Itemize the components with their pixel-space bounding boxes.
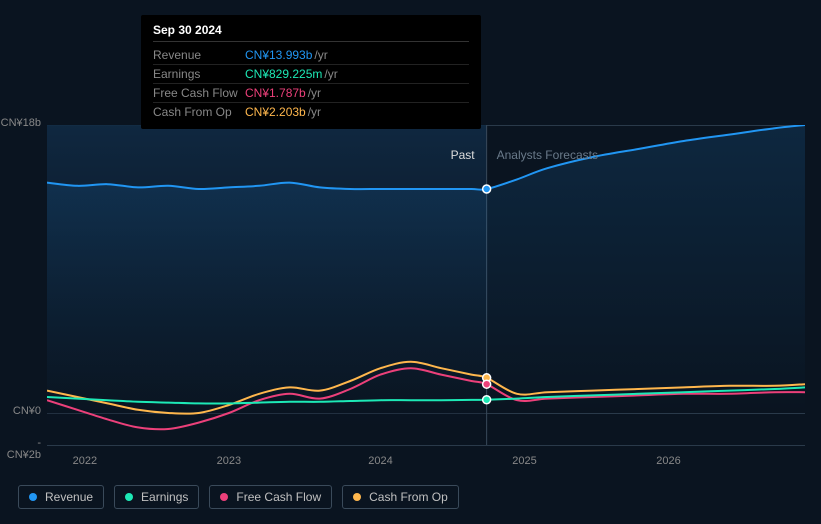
marker-free-cash-flow: [483, 380, 491, 388]
tooltip-row-value: CN¥2.203b: [245, 105, 306, 119]
tooltip-row-label: Revenue: [153, 48, 245, 62]
legend-dot-icon: [353, 493, 361, 501]
chart-legend: Revenue Earnings Free Cash Flow Cash From O…: [18, 485, 459, 509]
legend-label: Earnings: [141, 490, 188, 504]
legend-dot-icon: [125, 493, 133, 501]
financials-chart: CN¥18bCN¥0-CN¥2b20222023202420252026Past…: [47, 125, 805, 445]
tooltip-row: Cash From OpCN¥2.203b /yr: [153, 103, 469, 121]
x-axis-label: 2022: [73, 455, 97, 467]
chart-tooltip: Sep 30 2024 RevenueCN¥13.993b /yrEarning…: [141, 15, 481, 129]
y-axis-label: CN¥0: [13, 405, 41, 417]
x-axis-label: 2024: [368, 455, 392, 467]
legend-label: Cash From Op: [369, 490, 448, 504]
chart-svg: [47, 125, 805, 445]
marker-revenue: [483, 185, 491, 193]
grid-line: [47, 445, 805, 446]
tooltip-row-unit: /yr: [308, 105, 321, 119]
tooltip-row-label: Free Cash Flow: [153, 86, 245, 100]
tooltip-row-value: CN¥829.225m: [245, 67, 322, 81]
legend-item-free-cash-flow[interactable]: Free Cash Flow: [209, 485, 332, 509]
tooltip-row: RevenueCN¥13.993b /yr: [153, 46, 469, 65]
tooltip-row-label: Cash From Op: [153, 105, 245, 119]
tooltip-row-value: CN¥13.993b: [245, 48, 312, 62]
legend-item-revenue[interactable]: Revenue: [18, 485, 104, 509]
x-axis-label: 2023: [217, 455, 241, 467]
past-label: Past: [451, 148, 475, 162]
tooltip-row-unit: /yr: [314, 48, 327, 62]
x-axis-label: 2025: [512, 455, 536, 467]
y-axis-label: CN¥18b: [1, 117, 41, 129]
tooltip-row-unit: /yr: [308, 86, 321, 100]
tooltip-row: EarningsCN¥829.225m /yr: [153, 65, 469, 84]
legend-item-cash-from-op[interactable]: Cash From Op: [342, 485, 459, 509]
legend-dot-icon: [220, 493, 228, 501]
tooltip-row-value: CN¥1.787b: [245, 86, 306, 100]
tooltip-row-label: Earnings: [153, 67, 245, 81]
legend-dot-icon: [29, 493, 37, 501]
tooltip-row: Free Cash FlowCN¥1.787b /yr: [153, 84, 469, 103]
forecast-label: Analysts Forecasts: [497, 148, 598, 162]
marker-earnings: [483, 396, 491, 404]
legend-label: Free Cash Flow: [236, 490, 321, 504]
x-axis-label: 2026: [656, 455, 680, 467]
tooltip-row-unit: /yr: [324, 67, 337, 81]
legend-item-earnings[interactable]: Earnings: [114, 485, 199, 509]
legend-label: Revenue: [45, 490, 93, 504]
y-axis-label: -CN¥2b: [7, 437, 41, 461]
tooltip-date: Sep 30 2024: [153, 23, 469, 42]
